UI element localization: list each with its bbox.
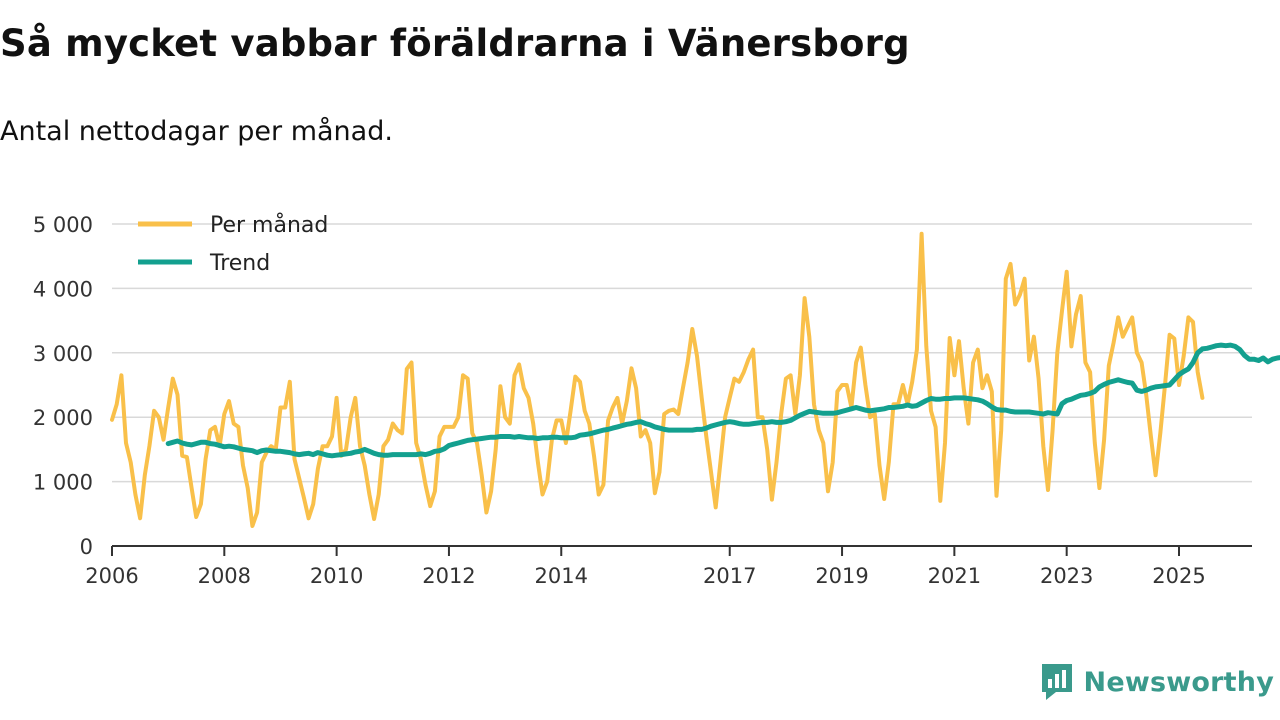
x-tick-label: 2014 xyxy=(535,564,588,588)
y-axis-labels: 0 1 000 2 000 3 000 4 000 5 000 xyxy=(33,213,93,559)
x-axis: 2006 2008 2010 2012 2014 2017 2019 2021 2023 2025 xyxy=(85,545,1252,588)
y-tick-label: 3 000 xyxy=(33,342,93,366)
newsworthy-logo-icon xyxy=(1041,664,1072,700)
legend-label-trend: Trend xyxy=(209,251,270,276)
x-tick-label: 2023 xyxy=(1040,564,1093,588)
newsworthy-logo[interactable]: Newsworthy xyxy=(1040,662,1274,702)
y-tick-label: 4 000 xyxy=(33,277,93,301)
series-lines xyxy=(110,231,1280,528)
y-tick-label: 0 xyxy=(80,535,93,559)
x-tick-label: 2010 xyxy=(310,564,363,588)
x-tick-label: 2021 xyxy=(928,564,981,588)
grid-lines xyxy=(112,223,1252,483)
series-line-trend xyxy=(165,342,1280,459)
series-line-per-manad xyxy=(110,231,1205,528)
legend: Per månad Trend xyxy=(138,212,328,276)
x-tick-label: 2008 xyxy=(198,564,251,588)
x-tick-label: 2017 xyxy=(703,564,756,588)
x-tick-label: 2019 xyxy=(815,564,868,588)
x-tick-label: 2025 xyxy=(1152,564,1205,588)
x-tick-label: 2006 xyxy=(85,564,138,588)
newsworthy-logo-text: Newsworthy xyxy=(1083,666,1274,698)
y-tick-label: 5 000 xyxy=(33,213,93,237)
legend-label-per-manad: Per månad xyxy=(210,212,328,238)
chart-title: Så mycket vabbar föräldrarna i Vänersbor… xyxy=(0,22,910,65)
y-tick-label: 1 000 xyxy=(33,471,93,495)
chart-subtitle: Antal nettodagar per månad. xyxy=(0,116,393,147)
y-tick-label: 2 000 xyxy=(33,406,93,430)
x-tick-label: 2012 xyxy=(422,564,475,588)
